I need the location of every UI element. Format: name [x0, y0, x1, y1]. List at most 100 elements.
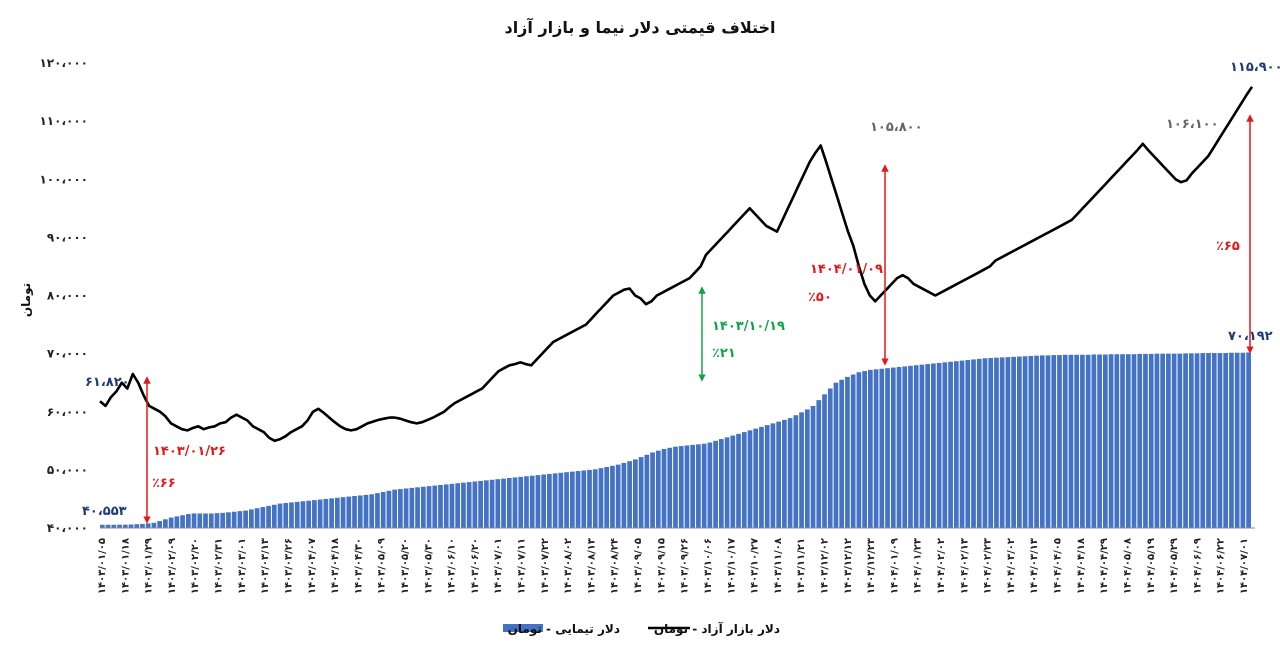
- bar-nima: [157, 521, 163, 528]
- bar-nima: [598, 468, 604, 528]
- bar-nima: [369, 494, 375, 528]
- bar-nima: [696, 444, 701, 528]
- bar-nima: [776, 421, 781, 528]
- bar-nima: [804, 409, 810, 528]
- x-tick-label: ۱۴۰۳/۰۳/۲۶: [283, 538, 294, 594]
- bar-nima: [581, 470, 587, 528]
- bar-nima: [959, 360, 965, 528]
- x-tick-label: ۱۴۰۴/۰۶/۲۲: [1216, 538, 1227, 594]
- bar-nima: [827, 388, 833, 528]
- bar-nima: [398, 489, 403, 528]
- bar-nima: [489, 479, 495, 528]
- bar-nima: [684, 445, 690, 528]
- bar-nima: [1108, 354, 1114, 528]
- bar-nima: [518, 476, 524, 528]
- bar-nima: [420, 486, 426, 528]
- bar-nima: [1211, 353, 1217, 528]
- x-tick-label: ۱۴۰۴/۰۵/۰۸: [1123, 538, 1134, 594]
- x-tick-label: ۱۴۰۳/۰۳/۰۱: [237, 538, 248, 594]
- x-tick-label: ۱۴۰۴/۰۲/۲۳: [983, 538, 994, 594]
- x-tick-label: ۱۴۰۳/۰۲/۳۱: [214, 538, 225, 594]
- bar-nima: [180, 515, 185, 528]
- bar-nima: [506, 478, 512, 528]
- bar-nima: [1166, 353, 1171, 529]
- bar-nima: [673, 446, 678, 529]
- bar-nima: [770, 423, 776, 529]
- annotation-label: ٪۶۵: [1216, 239, 1240, 254]
- bar-nima: [845, 376, 850, 529]
- bar-nima: [352, 496, 357, 528]
- bar-nima: [718, 439, 724, 528]
- bar-nima: [220, 512, 226, 528]
- bar-nima: [633, 459, 638, 528]
- bar-nima: [329, 498, 334, 528]
- bar-nima: [678, 446, 684, 528]
- bar-nima: [610, 465, 615, 528]
- bar-nima: [741, 432, 747, 528]
- bar-nima: [873, 369, 879, 528]
- x-tick-label: ۱۴۰۳/۰۷/۱۱: [517, 538, 528, 594]
- bar-nima: [461, 482, 466, 528]
- x-tick-label: ۱۴۰۳/۰۲/۰۹: [167, 538, 178, 594]
- bar-nima: [868, 369, 873, 528]
- bar-nima: [501, 478, 506, 528]
- bar-nima: [403, 488, 409, 528]
- bar-nima: [759, 426, 764, 528]
- x-tick-label: ۱۴۰۴/۰۲/۱۳: [959, 538, 970, 594]
- bar-nima: [317, 499, 323, 528]
- bar-nima: [415, 487, 420, 528]
- bar-nima: [547, 473, 552, 528]
- bar-nima: [925, 364, 931, 528]
- bar-nima: [266, 505, 271, 528]
- bar-nima: [994, 357, 999, 528]
- legend: دلار تیمایی - تومان دلار بازار آزاد - تو…: [503, 621, 780, 637]
- annotation-label: ٪۶۶: [152, 476, 176, 491]
- bar-nima: [426, 486, 432, 528]
- bar-nima: [638, 457, 644, 528]
- bar-nima: [289, 502, 294, 528]
- bar-nima: [1188, 353, 1194, 528]
- bar-nima: [1039, 355, 1045, 528]
- x-ticks: ۱۴۰۳/۰۱/۰۵ ۱۴۰۳/۰۱/۱۸ ۱۴۰۳/۰۱/۲۹ ۱۴۰۳/۰۲/۰۹…: [97, 538, 1250, 594]
- x-tick-label: ۱۴۰۳/۱۰/۱۷: [726, 538, 737, 594]
- bar-nima: [535, 475, 541, 528]
- x-tick-label: ۱۴۰۴/۰۶/۰۹: [1192, 538, 1203, 594]
- bar-nima: [730, 435, 736, 528]
- x-tick-label: ۱۴۰۳/۰۲/۲۰: [190, 538, 201, 594]
- bar-nima: [1011, 356, 1016, 528]
- bar-nima: [1114, 354, 1120, 528]
- y-tick-label: ۴۰،۰۰۰: [47, 521, 88, 535]
- y-axis-label: تومان: [19, 283, 34, 317]
- bar-nima: [1131, 354, 1137, 528]
- y-tick-label: ۱۰۰،۰۰۰: [39, 172, 88, 186]
- bar-nima: [449, 483, 455, 528]
- bar-nima: [816, 400, 822, 529]
- bar-nima: [145, 523, 151, 528]
- bar-nima: [701, 443, 707, 528]
- bar-nima: [1206, 353, 1211, 528]
- x-tick-label: ۱۴۰۳/۱۲/۲۳: [866, 538, 877, 594]
- bar-nima: [764, 425, 770, 528]
- bar-nima: [1074, 354, 1080, 528]
- x-tick-label: ۱۴۰۴/۰۴/۱۸: [1076, 538, 1087, 594]
- bar-nima: [1080, 354, 1085, 528]
- bar-nima: [1068, 354, 1074, 528]
- x-tick-label: ۱۴۰۳/۰۸/۱۳: [586, 538, 597, 594]
- x-tick-label: ۱۴۰۴/۰۲/۰۲: [936, 538, 947, 594]
- bar-nima: [254, 508, 260, 528]
- bar-nima: [782, 419, 787, 528]
- bar-nima: [386, 490, 392, 528]
- bar-nima: [753, 428, 759, 528]
- bar-nima: [168, 517, 174, 528]
- bar-nima: [443, 484, 449, 528]
- y-tick-label: ۱۱۰،۰۰۰: [39, 114, 88, 128]
- x-tick-label: ۱۴۰۳/۰۵/۳۰: [423, 538, 434, 594]
- bar-nima: [747, 430, 753, 528]
- bar-nima: [856, 372, 862, 528]
- x-tick-label: ۱۴۰۳/۰۷/۰۱: [493, 538, 504, 594]
- bar-nima: [472, 481, 478, 528]
- bar-nima: [323, 498, 329, 528]
- x-tick-label: ۱۴۰۴/۰۱/۲۳: [913, 538, 924, 594]
- annotation-label: ۱۰۶،۱۰۰: [1166, 117, 1219, 132]
